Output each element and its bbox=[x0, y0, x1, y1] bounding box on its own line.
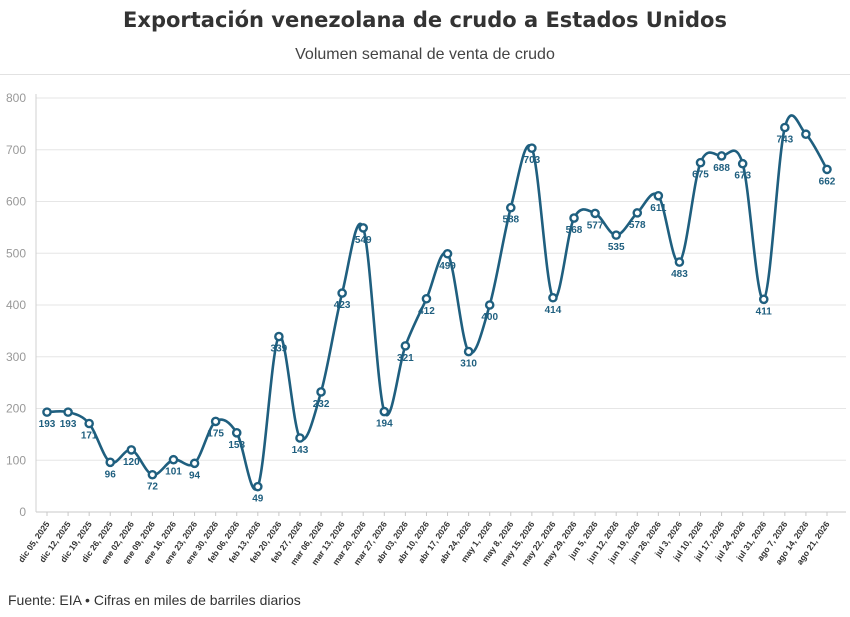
data-label: 143 bbox=[292, 445, 309, 456]
data-label: 49 bbox=[252, 494, 264, 505]
data-label: 662 bbox=[819, 176, 836, 187]
chart-title: Exportación venezolana de crudo a Estado… bbox=[123, 8, 727, 32]
data-point bbox=[590, 208, 600, 219]
data-point bbox=[105, 457, 116, 468]
data-label: 549 bbox=[355, 235, 372, 246]
data-point bbox=[295, 433, 305, 443]
data-point bbox=[695, 157, 706, 168]
data-point bbox=[569, 213, 579, 223]
data-label: 499 bbox=[439, 261, 456, 272]
data-label: 72 bbox=[147, 482, 159, 493]
data-label: 568 bbox=[566, 225, 583, 236]
data-point bbox=[653, 191, 664, 201]
data-point bbox=[84, 418, 94, 429]
data-point bbox=[63, 407, 73, 417]
data-points bbox=[42, 122, 832, 492]
chart-subtitle: Volumen semanal de venta de crudo bbox=[295, 46, 555, 63]
data-label: 193 bbox=[39, 419, 56, 430]
data-label: 232 bbox=[313, 399, 330, 410]
y-tick-label: 700 bbox=[6, 143, 26, 157]
series-path bbox=[46, 114, 829, 491]
data-label: 423 bbox=[334, 300, 351, 311]
data-label: 414 bbox=[545, 305, 562, 316]
grid-lines bbox=[36, 97, 846, 513]
data-point bbox=[632, 208, 643, 218]
data-point bbox=[674, 257, 685, 267]
y-tick-label: 600 bbox=[6, 195, 26, 209]
data-point bbox=[548, 292, 558, 303]
data-label: 339 bbox=[271, 344, 288, 355]
data-label: 743 bbox=[776, 134, 793, 145]
y-axis: 0 100 200 300 400 500 600 700 800 bbox=[6, 91, 37, 519]
y-tick-label: 300 bbox=[6, 350, 26, 364]
data-label: 171 bbox=[81, 431, 98, 442]
footer-source: Fuente: EIA • Cifras en miles de barrile… bbox=[8, 592, 301, 608]
data-label: 611 bbox=[650, 203, 667, 214]
data-label: 535 bbox=[608, 242, 625, 253]
data-label: 673 bbox=[734, 171, 751, 182]
data-label: 101 bbox=[165, 467, 182, 478]
y-tick-label: 800 bbox=[6, 91, 26, 105]
data-label: 483 bbox=[671, 269, 688, 280]
data-point bbox=[126, 445, 137, 455]
data-label: 412 bbox=[418, 306, 435, 317]
y-tick-label: 0 bbox=[19, 505, 26, 519]
data-labels: 193 193 171 96 120 72 101 94 175 153 49 339 143 232 42… bbox=[39, 134, 836, 504]
data-point bbox=[822, 164, 832, 175]
data-label: 321 bbox=[397, 353, 414, 364]
data-point bbox=[274, 331, 284, 342]
data-label: 578 bbox=[629, 220, 646, 231]
data-point bbox=[758, 294, 769, 305]
data-point bbox=[168, 454, 179, 465]
data-label: 411 bbox=[756, 306, 773, 317]
data-label: 400 bbox=[481, 312, 498, 323]
data-point bbox=[337, 288, 347, 298]
data-label: 675 bbox=[692, 170, 709, 181]
series-line bbox=[46, 114, 829, 491]
data-label: 688 bbox=[713, 163, 730, 174]
data-point bbox=[801, 129, 811, 140]
data-label: 153 bbox=[228, 440, 245, 451]
data-point bbox=[527, 143, 537, 153]
data-point bbox=[442, 248, 453, 259]
data-point bbox=[42, 407, 52, 417]
data-label: 588 bbox=[502, 215, 519, 226]
data-point bbox=[611, 230, 621, 240]
data-label: 94 bbox=[189, 470, 201, 481]
data-point bbox=[189, 458, 200, 469]
y-tick-label: 500 bbox=[6, 246, 26, 260]
data-point bbox=[231, 428, 242, 438]
data-point bbox=[463, 346, 474, 357]
data-label: 96 bbox=[105, 469, 117, 480]
header-divider bbox=[0, 74, 850, 75]
data-point bbox=[379, 406, 390, 417]
data-point bbox=[484, 300, 495, 310]
data-point bbox=[253, 481, 263, 492]
data-point bbox=[421, 293, 432, 304]
data-label: 577 bbox=[587, 220, 604, 231]
data-point bbox=[505, 202, 516, 213]
data-point bbox=[737, 158, 748, 169]
data-label: 193 bbox=[60, 419, 77, 430]
data-point bbox=[147, 469, 158, 480]
data-label: 175 bbox=[207, 428, 224, 439]
data-label: 120 bbox=[123, 457, 140, 468]
data-point bbox=[716, 151, 727, 161]
data-label: 703 bbox=[524, 155, 541, 166]
data-label: 310 bbox=[460, 359, 477, 370]
data-point bbox=[400, 341, 411, 351]
data-label: 194 bbox=[376, 419, 393, 430]
y-tick-label: 400 bbox=[6, 298, 26, 312]
y-tick-label: 200 bbox=[6, 402, 26, 416]
data-point bbox=[210, 416, 221, 427]
data-point bbox=[780, 122, 790, 133]
data-point bbox=[358, 223, 369, 233]
data-point bbox=[316, 387, 326, 397]
y-tick-label: 100 bbox=[6, 453, 26, 467]
